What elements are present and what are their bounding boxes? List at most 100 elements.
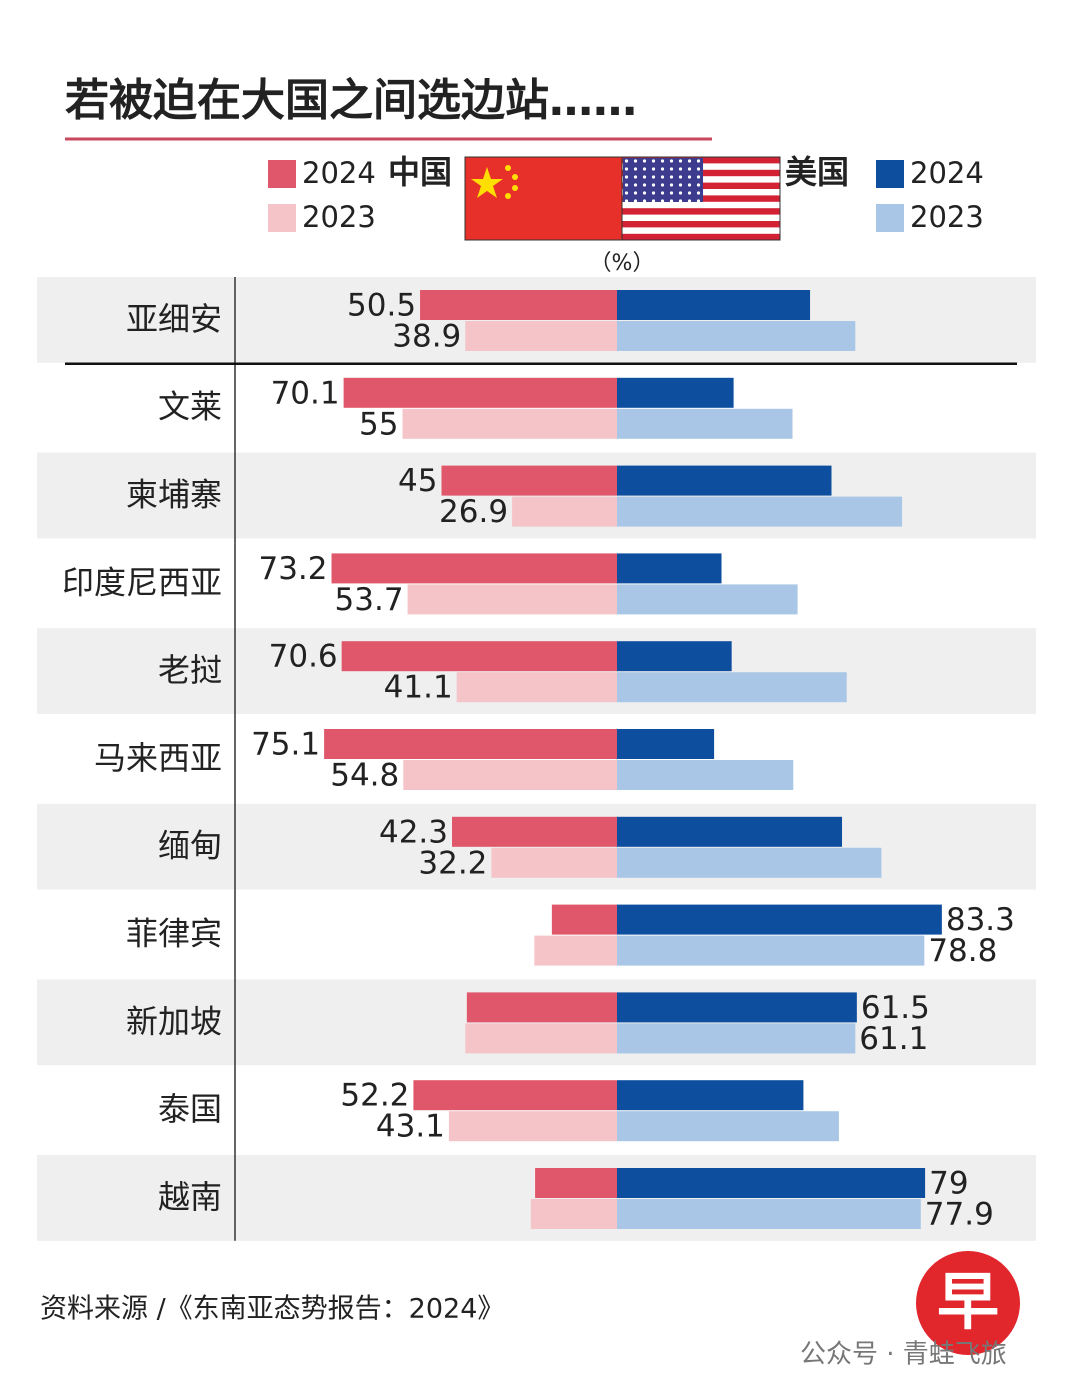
bar [617,1168,926,1198]
bar [441,465,617,496]
left-group-name: 中国 [388,153,452,191]
bar [617,672,847,703]
flag-star [505,193,511,199]
bar [617,377,734,408]
category-label: 文莱 [158,388,222,426]
bar [617,992,857,1023]
value-label: 54.8 [330,758,399,794]
bar [402,408,617,439]
flag-star [512,174,518,180]
flag-star [512,185,518,191]
value-label: 32.2 [418,845,487,881]
value-label: 78.8 [928,933,997,969]
bar [535,1168,617,1198]
flag-star [505,165,511,171]
category-label: 缅甸 [158,827,222,865]
bar [448,1111,617,1142]
flag-stars [623,158,703,202]
bar [534,935,617,966]
legend-label: 2023 [302,200,376,234]
legend-label: 2024 [302,156,376,190]
bar [530,1199,617,1229]
flag-star [471,167,503,198]
category-label: 泰国 [158,1090,222,1128]
legend-label: 2024 [910,156,984,190]
value-label: 75.1 [251,727,320,763]
bar [343,377,617,408]
bar [407,584,617,615]
legend-swatch [268,204,296,232]
bar [420,290,617,320]
bar [551,904,617,935]
category-label: 印度尼西亚 [62,563,222,601]
bar [452,816,617,847]
value-label: 70.1 [271,375,340,411]
bar [456,672,617,703]
right-group-name: 美国 [785,153,849,191]
china-flag [464,156,623,241]
bar [617,1080,804,1111]
category-label: 菲律宾 [126,915,222,953]
flag-field [464,156,623,241]
bar [617,408,793,439]
bar [617,935,925,966]
bar [413,1080,617,1111]
bar [617,584,798,615]
legend-label: 2023 [910,200,984,234]
value-label: 79 [929,1166,968,1202]
bar [403,760,617,790]
value-label: 50.5 [347,288,416,324]
logo: 早 [937,1265,999,1338]
bar [617,1199,921,1229]
bar [617,847,882,878]
legend-swatch [876,204,904,232]
legend-swatch [268,160,296,188]
value-label: 77.9 [925,1197,994,1233]
bar [617,1023,856,1054]
category-label: 马来西亚 [94,739,222,777]
bar [341,641,617,672]
bar [465,1023,617,1054]
unit-label: （%） [590,251,655,276]
value-label: 55 [359,406,398,442]
value-label: 45 [398,463,437,499]
bar [617,465,832,496]
category-label: 老挝 [158,651,222,689]
bar [491,847,617,878]
bar [617,760,794,790]
bar [512,496,617,527]
bar [617,816,843,847]
value-label: 61.5 [861,990,930,1026]
value-label: 41.1 [384,670,453,706]
value-label: 53.7 [335,582,404,618]
bar [617,496,903,527]
bar [617,321,856,351]
value-label: 43.1 [376,1109,445,1145]
category-label: 亚细安 [126,300,222,338]
bar [617,1111,839,1142]
value-label: 52.2 [340,1078,409,1114]
value-label: 38.9 [392,319,461,355]
bar [465,321,617,351]
bar [466,992,617,1023]
us-flag [621,156,781,241]
value-label: 61.1 [859,1021,928,1057]
watermark: 公众号 · 青蛙飞旅 [800,1340,1007,1370]
bar [617,904,942,935]
source: 资料来源 /《东南亚态势报告：2024》 [40,1294,504,1325]
value-label: 26.9 [439,494,508,530]
bar [617,729,715,759]
value-label: 42.3 [379,814,448,850]
chart-title: 若被迫在大国之间选边站…… [65,75,637,126]
bar [617,290,811,320]
bar [331,553,617,584]
legend-swatch [876,160,904,188]
category-label: 柬埔寨 [126,476,222,514]
value-label: 73.2 [258,551,327,587]
bar [324,729,617,759]
value-label: 83.3 [946,902,1015,938]
bar [617,641,732,672]
bar [617,553,722,584]
logo-circle [916,1251,1020,1355]
